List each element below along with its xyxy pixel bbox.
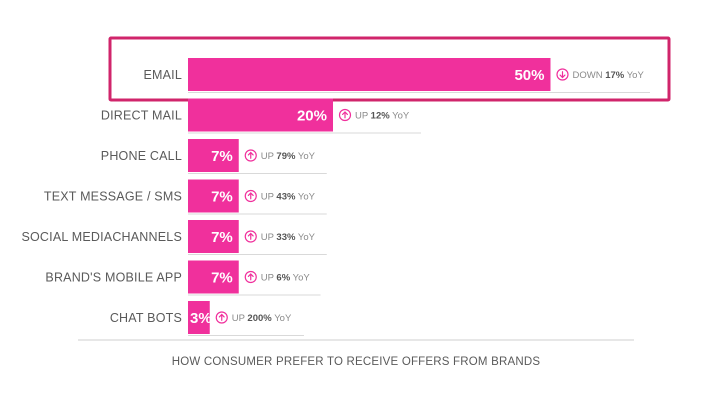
chart-rows: EMAIL 50% DOWN 17% YoY DIRECT MAIL 20% UP 12%… — [21, 36, 671, 336]
yoy-annotation: UP 6% YoY — [261, 273, 311, 284]
yoy-value: 6% — [276, 273, 290, 284]
yoy-value: 12% — [371, 111, 391, 122]
bar — [188, 98, 333, 132]
bar — [188, 260, 239, 294]
arrow-up-icon — [215, 311, 228, 324]
yoy-suffix: YoY — [295, 232, 315, 243]
yoy-annotation: UP 200% YoY — [232, 313, 292, 324]
bar-value-label: 7% — [211, 148, 233, 165]
highlight-box — [108, 36, 671, 102]
bar — [188, 58, 551, 91]
bar — [188, 220, 239, 253]
bar — [188, 179, 239, 213]
bar-value-label: 20% — [297, 108, 327, 125]
yoy-direction: UP — [261, 192, 277, 203]
yoy-annotation: UP 12% YoY — [355, 111, 410, 122]
category-label: PHONE CALL — [101, 149, 182, 163]
yoy-annotation: DOWN 17% YoY — [573, 70, 645, 81]
yoy-value: 43% — [276, 192, 296, 203]
arrow-down-icon — [556, 68, 569, 81]
yoy-annotation: UP 43% YoY — [261, 192, 316, 203]
yoy-suffix: YoY — [295, 192, 315, 203]
arrow-up-icon — [244, 149, 257, 162]
category-label: CHAT BOTS — [110, 311, 182, 325]
yoy-suffix: YoY — [272, 313, 292, 324]
category-label: EMAIL — [143, 68, 182, 82]
bar-value-label: 3% — [190, 310, 212, 327]
arrow-up-icon — [338, 108, 352, 122]
yoy-arrow — [247, 232, 254, 240]
yoy-value: 79% — [276, 151, 296, 162]
yoy-arrow — [247, 151, 254, 159]
yoy-direction: UP — [355, 111, 371, 122]
yoy-arrow — [247, 273, 254, 281]
arrow-up-icon — [244, 270, 257, 284]
category-label: TEXT MESSAGE / SMS — [44, 190, 182, 204]
category-label: DIRECT MAIL — [101, 109, 182, 123]
yoy-value: 200% — [247, 313, 272, 324]
arrow-up-icon — [244, 189, 257, 203]
yoy-annotation: UP 79% YoY — [261, 151, 316, 162]
yoy-direction: UP — [232, 313, 248, 324]
yoy-arrow — [342, 111, 348, 119]
yoy-direction: DOWN — [573, 70, 606, 81]
yoy-direction: UP — [261, 232, 277, 243]
bar — [188, 139, 239, 172]
yoy-suffix: YoY — [624, 70, 644, 81]
yoy-annotation: UP 33% YoY — [261, 232, 316, 243]
yoy-suffix: YoY — [290, 273, 310, 284]
chart-caption: HOW CONSUMER PREFER TO RECEIVE OFFERS FR… — [172, 356, 541, 368]
yoy-direction: UP — [261, 151, 277, 162]
category-label: SOCIAL MEDIACHANNELS — [21, 230, 182, 244]
bar-value-label: 50% — [514, 67, 544, 84]
category-label: BRAND'S MOBILE APP — [45, 271, 182, 285]
yoy-arrow — [218, 313, 225, 321]
yoy-value: 17% — [605, 70, 625, 81]
arrow-up-icon — [244, 230, 257, 243]
yoy-value: 33% — [276, 232, 296, 243]
bar-value-label: 7% — [211, 270, 233, 287]
yoy-arrow — [247, 192, 254, 200]
bar-value-label: 7% — [211, 229, 233, 246]
bar-value-label: 7% — [211, 189, 233, 206]
yoy-arrow — [559, 71, 566, 79]
yoy-direction: UP — [261, 273, 277, 284]
bar — [188, 301, 210, 334]
yoy-suffix: YoY — [390, 111, 410, 122]
yoy-suffix: YoY — [295, 151, 315, 162]
